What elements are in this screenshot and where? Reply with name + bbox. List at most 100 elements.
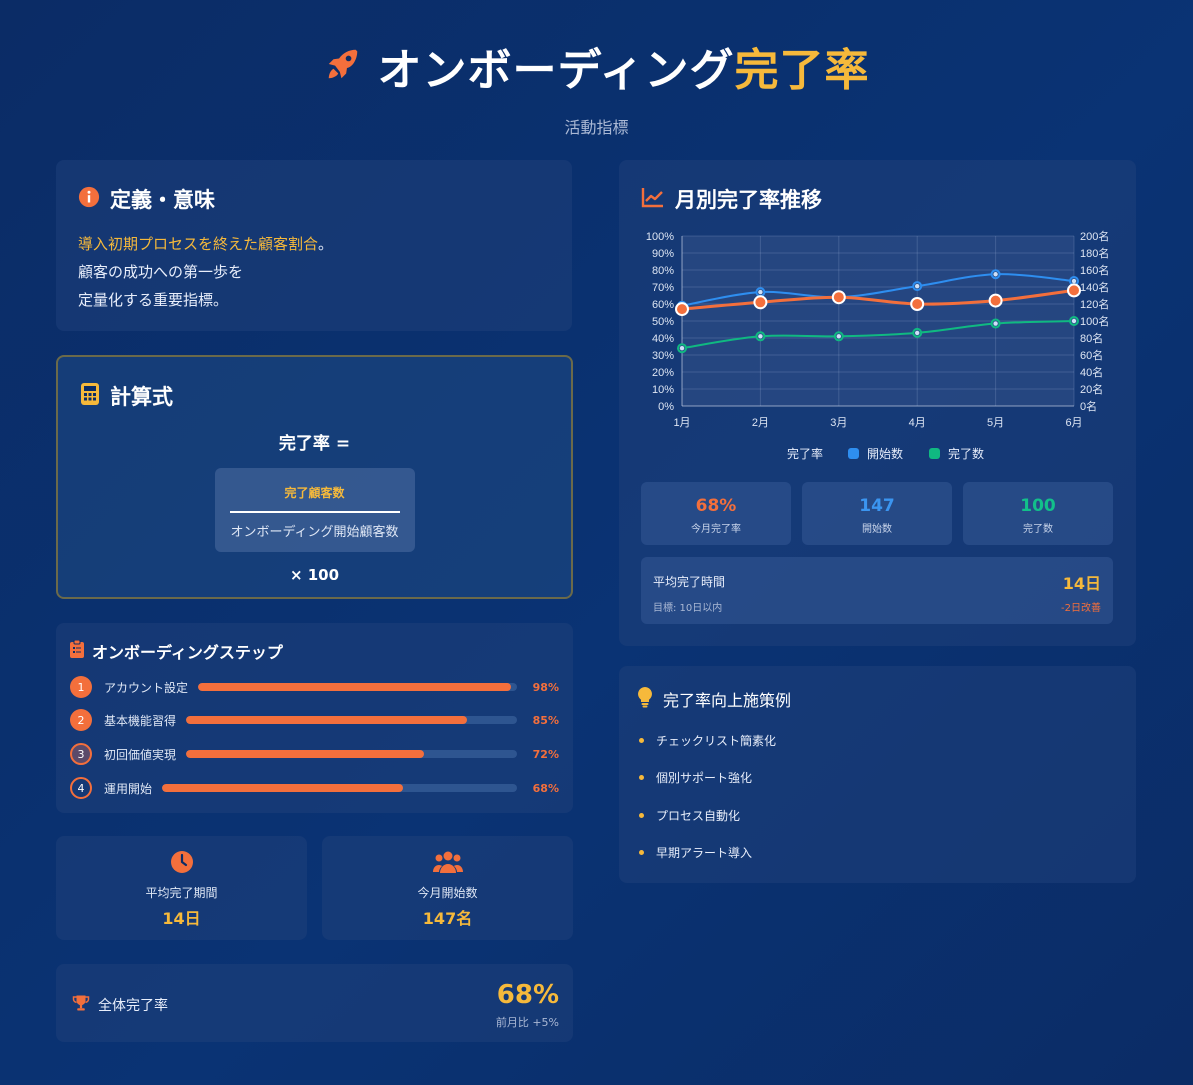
step-percent: 68% <box>532 781 559 795</box>
avg-period-card: 平均完了期間 14日 <box>56 836 307 940</box>
step-progress-track <box>186 750 517 758</box>
line-chart: 0% 0名 10% 20名 20% 40名 30% 60名 40% 80名 50% 100名 60% 12… <box>646 229 1110 461</box>
x-tick-label: 5月 <box>987 417 1004 429</box>
page-subtitle: 活動指標 <box>564 118 629 137</box>
step-progress-track <box>162 784 517 792</box>
tip-item: 早期アラート導入 <box>639 844 752 861</box>
calculator-icon <box>80 382 100 411</box>
y-right-tick-label: 40名 <box>1080 365 1103 379</box>
tip-text: プロセス自動化 <box>656 809 741 823</box>
formula-card: 計算式 完了率 = 完了顧客数 オンボーディング開始顧客数 × 100 <box>56 355 573 599</box>
step-label: 運用開始 <box>104 781 153 796</box>
chart-card: 月別完了率推移 0% 0名 10% 20名 20% 40名 30% 60名 40% 80名 50% 1… <box>619 160 1136 646</box>
definition-text: 導入初期プロセスを終えた顧客割合。 顧客の成功への第一歩を 定量化する重要指標。 <box>78 230 550 314</box>
kpi-rate-card: 68% 今月完了率 <box>641 482 791 545</box>
y-left-tick-label: 70% <box>652 282 674 294</box>
tip-item: プロセス自動化 <box>639 807 740 824</box>
data-point-core <box>758 289 763 295</box>
overall-label-row: 全体完了率 <box>72 994 168 1016</box>
y-left-tick-label: 20% <box>652 367 674 379</box>
kpi-done-card: 100 完了数 <box>963 482 1113 545</box>
formula-numerator: 完了顧客数 <box>284 486 345 500</box>
tip-text: 早期アラート導入 <box>656 846 753 860</box>
definition-title: 定義・意味 <box>110 188 215 212</box>
chart-heading: 月別完了率推移 <box>641 184 1114 214</box>
definition-card: 定義・意味 導入初期プロセスを終えた顧客割合。 顧客の成功への第一歩を 定量化す… <box>56 160 572 331</box>
y-right-tick-label: 140名 <box>1080 280 1109 294</box>
legend-label: 完了数 <box>948 446 984 461</box>
formula-heading: 計算式 <box>80 381 549 411</box>
kpi-done-value: 100 <box>1020 496 1056 516</box>
x-tick-label: 4月 <box>909 417 926 429</box>
info-icon <box>78 186 100 213</box>
data-point-core <box>679 346 685 351</box>
avg-time-panel: 平均完了時間 14日 目標: 10日以内 -2日改善 <box>641 557 1113 624</box>
formula-denominator: オンボーディング開始顧客数 <box>230 525 399 540</box>
tip-text: チェックリスト簡素化 <box>656 734 777 748</box>
users-icon <box>432 850 463 878</box>
data-point-core <box>836 334 841 339</box>
y-left-tick-label: 10% <box>652 384 674 396</box>
step-row: 4 運用開始 68% <box>70 776 559 800</box>
overall-compare: 前月比 +5% <box>495 1016 559 1029</box>
avg-time-label: 平均完了時間 <box>653 575 726 589</box>
data-point-core <box>993 321 998 326</box>
avg-period-label: 平均完了期間 <box>145 886 218 900</box>
step-percent: 85% <box>532 713 559 727</box>
definition-line3: 定量化する重要指標。 <box>78 291 229 309</box>
data-point-core <box>993 272 998 277</box>
data-point <box>988 293 1003 308</box>
definition-line1-end: 。 <box>318 235 334 253</box>
bullet-icon <box>639 850 644 855</box>
step-percent: 98% <box>532 680 559 694</box>
line-chart-icon <box>641 186 665 213</box>
series-line-done <box>681 320 1075 350</box>
x-tick-label: 1月 <box>673 417 690 429</box>
step-row: 3 初回価値実現 72% <box>70 742 559 766</box>
y-left-tick-label: 90% <box>652 248 674 260</box>
bullet-icon <box>639 813 644 818</box>
y-left-tick-label: 30% <box>652 350 674 362</box>
step-number: 4 <box>70 777 92 799</box>
rocket-icon <box>324 45 362 87</box>
step-label: アカウント設定 <box>104 680 189 695</box>
overall-value: 68% <box>496 980 559 1010</box>
data-point <box>675 302 689 317</box>
kpi-rate-label: 今月完了率 <box>691 524 741 535</box>
page-header: オンボーディング完了率 活動指標 <box>0 34 1193 138</box>
overall-label: 全体完了率 <box>98 998 168 1014</box>
step-number: 3 <box>70 743 92 765</box>
clock-icon <box>170 850 194 878</box>
legend-swatch <box>929 448 940 459</box>
step-row: 1 アカウント設定 98% <box>70 675 559 699</box>
y-right-tick-label: 180名 <box>1080 246 1109 260</box>
tips-card: 完了率向上施策例 チェックリスト簡素化 個別サポート強化 プロセス自動化 早期ア… <box>619 666 1136 883</box>
step-progress-fill <box>186 750 425 758</box>
x-tick-label: 2月 <box>752 417 769 429</box>
series-line-start <box>681 273 1075 307</box>
y-right-tick-label: 80名 <box>1080 331 1103 345</box>
plot-area <box>682 236 1074 406</box>
step-progress-fill <box>186 716 468 724</box>
data-point-core <box>758 334 763 339</box>
definition-heading: 定義・意味 <box>78 184 550 214</box>
y-left-tick-label: 80% <box>652 265 674 277</box>
definition-line2: 顧客の成功への第一歩を <box>78 263 244 281</box>
definition-highlight: 導入初期プロセスを終えた顧客割合 <box>78 235 319 253</box>
step-number: 1 <box>70 676 92 698</box>
y-right-tick-label: 60名 <box>1080 348 1103 362</box>
y-left-tick-label: 40% <box>652 333 674 345</box>
step-label: 基本機能習得 <box>104 713 177 728</box>
data-point <box>910 297 925 311</box>
formula-multiplier: × 100 <box>289 566 340 584</box>
series-line-rate <box>681 288 1075 311</box>
data-point-core <box>1071 318 1077 324</box>
step-progress-track <box>198 683 517 691</box>
data-point <box>1067 283 1081 298</box>
lightbulb-icon <box>637 686 653 712</box>
step-row: 2 基本機能習得 85% <box>70 708 559 732</box>
formula-title: 計算式 <box>110 385 173 409</box>
bullet-icon <box>639 738 644 743</box>
overall-card: 全体完了率 68% 前月比 +5% <box>56 964 573 1042</box>
data-point <box>753 295 768 310</box>
